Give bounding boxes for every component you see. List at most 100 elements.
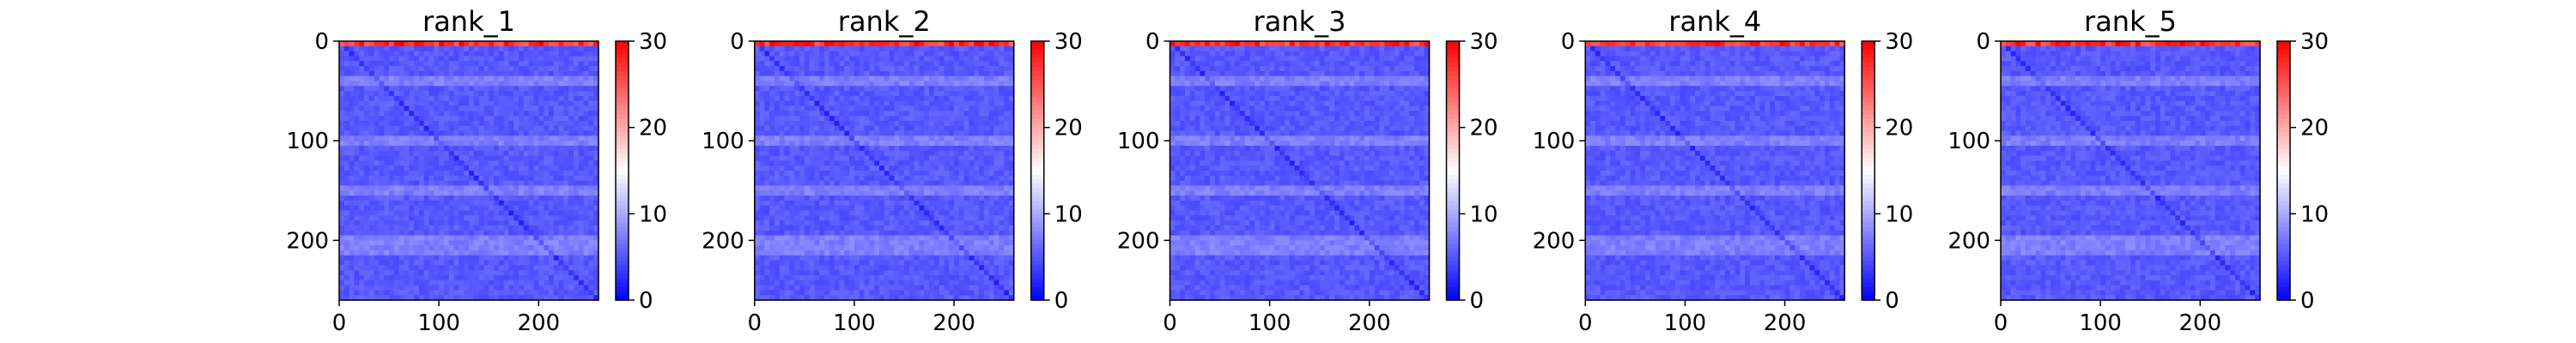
heatmap-cell — [958, 200, 965, 207]
heatmap-cell — [339, 196, 345, 202]
heatmap-cell — [983, 51, 990, 57]
heatmap-cell — [558, 215, 564, 221]
heatmap-cell — [908, 135, 915, 141]
heatmap-cell — [364, 196, 370, 202]
heatmap-cell — [874, 111, 880, 117]
heatmap-cell — [593, 145, 599, 152]
heatmap-cell — [384, 105, 390, 111]
heatmap-cell — [478, 175, 485, 182]
heatmap-cell — [884, 41, 890, 47]
heatmap-cell — [384, 155, 390, 161]
heatmap-cell — [548, 81, 555, 87]
heatmap-cell — [983, 125, 990, 132]
heatmap-cell — [908, 171, 915, 177]
heatmap-cell — [548, 265, 555, 271]
heatmap-cell — [814, 245, 820, 251]
heatmap-cell — [563, 141, 569, 147]
heatmap-cell — [779, 196, 786, 202]
heatmap-cell — [573, 61, 580, 67]
heatmap-cell — [489, 100, 495, 107]
heatmap-cell — [439, 205, 445, 212]
heatmap-cell — [544, 255, 550, 262]
heatmap-cell — [434, 175, 440, 182]
heatmap-cell — [453, 175, 459, 182]
heatmap-cell — [779, 215, 786, 221]
heatmap-cell — [389, 100, 395, 107]
heatmap-cell — [919, 180, 925, 187]
heatmap-cell — [789, 235, 795, 241]
heatmap-cell — [983, 130, 990, 136]
heatmap-cell — [428, 45, 434, 52]
heatmap-cell — [558, 210, 564, 216]
heatmap-cell — [368, 225, 375, 232]
heatmap-cell — [548, 91, 555, 97]
heatmap-cell — [453, 295, 459, 301]
heatmap-cell — [448, 160, 455, 166]
heatmap-cell — [379, 196, 385, 202]
heatmap-cell — [464, 70, 470, 77]
heatmap-cell — [359, 155, 365, 161]
heatmap-cell — [829, 165, 835, 172]
heatmap-cell — [903, 51, 910, 57]
heatmap-cell — [804, 215, 811, 221]
heatmap-cell — [528, 41, 535, 47]
heatmap-cell — [528, 260, 535, 266]
heatmap-cell — [588, 255, 594, 262]
heatmap-cell — [423, 235, 430, 241]
heatmap-cell — [464, 56, 470, 62]
heatmap-cell — [379, 125, 385, 132]
heatmap-cell — [443, 270, 450, 276]
heatmap-cell — [483, 56, 489, 62]
heatmap-cell — [513, 230, 519, 237]
heatmap-cell — [874, 220, 880, 226]
heatmap-cell — [764, 100, 770, 107]
heatmap-cell — [824, 81, 830, 87]
heatmap-cell — [983, 190, 990, 196]
heatmap-cell — [929, 160, 935, 166]
heatmap-cell — [553, 235, 560, 241]
heatmap-cell — [508, 165, 514, 172]
heatmap-cell — [568, 274, 574, 281]
heatmap-cell — [459, 235, 465, 241]
heatmap-cell — [469, 116, 475, 122]
heatmap-cell — [364, 210, 370, 216]
heatmap-cell — [764, 205, 770, 212]
heatmap-cell — [459, 155, 465, 161]
heatmap-cell — [384, 171, 390, 177]
heatmap-cell — [404, 274, 410, 281]
heatmap-cell — [423, 61, 430, 67]
heatmap-cell — [1008, 245, 1015, 251]
heatmap-cell — [459, 45, 465, 52]
heatmap-cell — [453, 150, 459, 157]
heatmap-cell — [884, 120, 890, 127]
heatmap-cell — [464, 45, 470, 52]
heatmap-cell — [914, 130, 920, 136]
heatmap-cell — [963, 111, 970, 117]
heatmap-cell — [919, 185, 925, 191]
heatmap-cell — [583, 255, 589, 262]
heatmap-cell — [379, 116, 385, 122]
heatmap-cell — [573, 274, 580, 281]
heatmap-cell — [949, 70, 955, 77]
heatmap-cell — [418, 245, 425, 251]
heatmap-cell — [443, 116, 450, 122]
heatmap-cell — [439, 245, 445, 251]
heatmap-cell — [764, 175, 770, 182]
heatmap-cell — [1008, 51, 1015, 57]
heatmap-cell — [864, 91, 870, 97]
heatmap-cell — [459, 56, 465, 62]
heatmap-cell — [764, 70, 770, 77]
heatmap-cell — [494, 250, 500, 256]
heatmap-cell — [588, 155, 594, 161]
heatmap-cell — [864, 171, 870, 177]
heatmap-cell — [869, 111, 875, 117]
heatmap-cell — [423, 225, 430, 232]
heatmap-cell — [503, 185, 510, 191]
heatmap-cell — [819, 210, 825, 216]
heatmap-cell — [548, 274, 555, 281]
heatmap-cell — [779, 225, 786, 232]
heatmap-cell — [349, 171, 355, 177]
heatmap-cell — [979, 105, 985, 111]
heatmap-cell — [949, 100, 955, 107]
heatmap-cell — [568, 220, 574, 226]
